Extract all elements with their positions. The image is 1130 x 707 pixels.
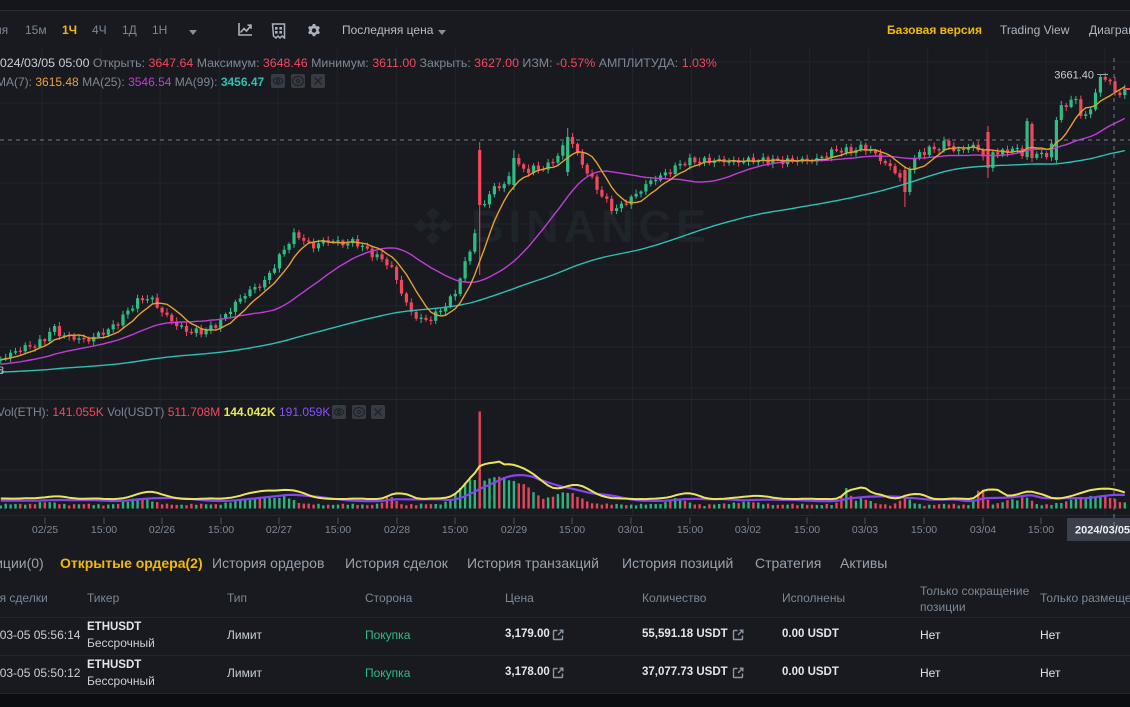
svg-text:02/27: 02/27 [266,524,292,536]
svg-text:15:00: 15:00 [559,524,585,536]
svg-text:03/01: 03/01 [618,524,644,536]
svg-text:02/28: 02/28 [384,524,410,536]
svg-text:15:00: 15:00 [442,524,468,536]
svg-text:15:00: 15:00 [677,524,703,536]
svg-text:03/04: 03/04 [970,524,996,536]
svg-text:15:00: 15:00 [91,524,117,536]
svg-text:3661.40: 3661.40 [1054,70,1094,82]
svg-text:03/03: 03/03 [852,524,878,536]
svg-text:15:00: 15:00 [325,524,351,536]
svg-text:02/26: 02/26 [149,524,175,536]
svg-text:02/25: 02/25 [32,524,58,536]
svg-text:03/02: 03/02 [735,524,761,536]
svg-text:15:00: 15:00 [1028,524,1054,536]
svg-text:15:00: 15:00 [794,524,820,536]
svg-text:15:00: 15:00 [208,524,234,536]
svg-text:2024/03/05 0: 2024/03/05 0 [1075,525,1130,537]
svg-text:15:00: 15:00 [911,524,937,536]
svg-text:8: 8 [0,365,4,377]
svg-text:BINANCE: BINANCE [471,201,711,252]
svg-text:02/29: 02/29 [501,524,527,536]
